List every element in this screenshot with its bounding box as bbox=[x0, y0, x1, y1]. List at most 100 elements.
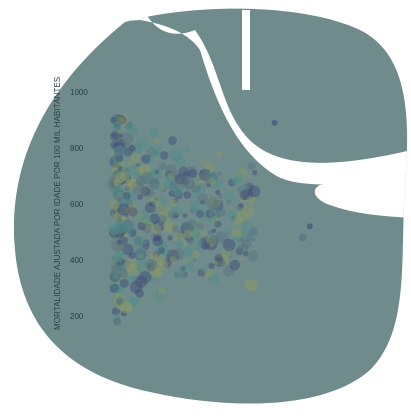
scatter-point bbox=[158, 205, 164, 211]
scatter-point bbox=[200, 158, 206, 164]
scatter-point bbox=[188, 223, 201, 236]
scatter-point bbox=[222, 238, 236, 252]
scatter-point bbox=[125, 205, 138, 217]
scatter-point bbox=[183, 261, 194, 271]
scatter-point bbox=[208, 274, 220, 286]
scatter-point bbox=[116, 202, 125, 211]
scatter-point bbox=[135, 165, 145, 175]
scatter-point bbox=[110, 141, 119, 150]
scatter-point bbox=[113, 182, 121, 190]
scatter-point bbox=[114, 172, 126, 183]
scatter-point bbox=[223, 265, 235, 277]
scatter-point bbox=[172, 248, 185, 261]
scatter-point bbox=[150, 214, 158, 222]
scatter-point bbox=[116, 258, 125, 266]
scatter-point bbox=[111, 262, 122, 274]
y-tick-label: 1000 bbox=[70, 88, 88, 97]
scatter-point bbox=[298, 233, 307, 242]
scatter-point bbox=[201, 241, 211, 250]
scatter-point bbox=[114, 313, 120, 319]
scatter-point bbox=[141, 214, 152, 224]
scatter-point bbox=[114, 253, 124, 263]
scatter-point bbox=[110, 208, 121, 220]
scatter-point bbox=[234, 172, 239, 177]
scatter-point bbox=[206, 196, 220, 210]
scatter-point bbox=[115, 155, 123, 163]
scatter-point bbox=[216, 254, 229, 266]
scatter-point bbox=[112, 178, 120, 185]
scatter-point bbox=[252, 170, 258, 176]
scatter-point bbox=[125, 178, 138, 192]
scatter-point bbox=[124, 121, 133, 130]
scatter-point bbox=[120, 301, 133, 314]
scatter-point bbox=[226, 210, 237, 221]
scatter-point bbox=[150, 224, 162, 235]
scatter-point bbox=[137, 213, 144, 220]
scatter-point bbox=[158, 162, 167, 171]
scatter-point bbox=[112, 213, 117, 218]
scatter-point bbox=[109, 131, 120, 141]
scatter-point bbox=[118, 266, 123, 271]
scatter-point bbox=[218, 259, 226, 267]
scatter-point bbox=[123, 191, 131, 200]
scatter-point bbox=[111, 307, 120, 316]
scatter-point bbox=[207, 200, 212, 205]
scatter-point bbox=[153, 289, 165, 301]
scatter-point bbox=[172, 198, 178, 204]
y-tick-label: 600 bbox=[70, 200, 84, 209]
scatter-point bbox=[233, 172, 245, 184]
scatter-point bbox=[115, 138, 126, 149]
scatter-point bbox=[117, 114, 129, 126]
scatter-point bbox=[153, 220, 165, 232]
scatter-point bbox=[124, 258, 138, 271]
scatter-point bbox=[111, 239, 124, 252]
scatter-point bbox=[235, 247, 244, 256]
scatter-point bbox=[167, 172, 174, 179]
scatter-point bbox=[125, 185, 131, 191]
scatter-point bbox=[115, 297, 123, 305]
scatter-point bbox=[153, 266, 161, 274]
scatter-point bbox=[142, 239, 150, 247]
scatter-point bbox=[140, 186, 151, 196]
scatter-point bbox=[169, 147, 183, 161]
scatter-point bbox=[134, 248, 146, 260]
scatter-point bbox=[117, 203, 124, 210]
scatter-point bbox=[174, 173, 186, 185]
scatter-point bbox=[200, 199, 206, 205]
scatter-point bbox=[244, 185, 250, 191]
scatter-point bbox=[271, 119, 278, 126]
scatter-point bbox=[120, 132, 134, 145]
scatter-point bbox=[115, 152, 124, 161]
scatter-point bbox=[116, 240, 125, 249]
scatter-point bbox=[120, 273, 127, 280]
scatter-point bbox=[118, 178, 125, 185]
scatter-point bbox=[128, 144, 136, 152]
scatter-point bbox=[118, 265, 126, 273]
scatter-point bbox=[236, 168, 249, 180]
scatter-point bbox=[130, 153, 141, 163]
scatter-point bbox=[114, 223, 127, 237]
scatter-point bbox=[184, 178, 195, 190]
scatter-point bbox=[145, 172, 158, 185]
scatter-point bbox=[155, 195, 167, 207]
scatter-point bbox=[193, 230, 201, 239]
scatter-point bbox=[142, 243, 150, 250]
scatter-point bbox=[180, 265, 186, 272]
scatter-point bbox=[182, 246, 193, 257]
scatter-point bbox=[207, 229, 214, 236]
scatter-point bbox=[173, 267, 186, 279]
scatter-point bbox=[173, 155, 186, 167]
scatter-point bbox=[124, 223, 137, 236]
scatter-point bbox=[203, 236, 209, 242]
scatter-point bbox=[122, 191, 130, 198]
scatter-point bbox=[150, 252, 159, 261]
scatter-point bbox=[134, 236, 143, 245]
scatter-point bbox=[128, 252, 136, 259]
scatter-point bbox=[232, 214, 244, 226]
scatter-point bbox=[190, 253, 197, 259]
scatter-point bbox=[153, 254, 166, 267]
scatter-point bbox=[205, 209, 215, 219]
scatter-point bbox=[164, 173, 175, 184]
scatter-point bbox=[185, 219, 198, 232]
scatter-point bbox=[149, 273, 158, 283]
